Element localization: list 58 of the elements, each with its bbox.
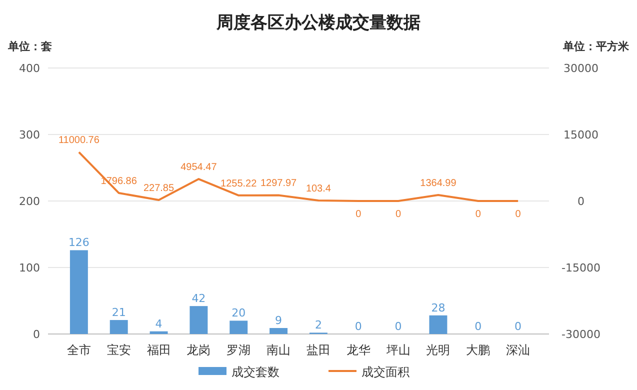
bar [110,320,128,334]
bar [150,331,168,334]
data-label: 1255.22 [220,178,258,190]
y2-tick-label: 0 [578,195,584,208]
data-label: 1364.99 [420,178,457,189]
data-label: 0 [354,320,362,333]
line-series [78,151,520,202]
x-tick-label: 罗湖 [226,343,251,357]
data-label: 227.85 [143,182,175,194]
data-label: 28 [431,301,446,314]
x-tick-label: 龙岗 [186,343,211,357]
x-tick-label: 深汕 [506,343,530,357]
bar [230,320,248,334]
y2-tick-label: 30000 [564,62,598,75]
x-tick-label: 大鹏 [466,343,490,357]
y-tick-label: 0 [33,328,40,341]
data-label: 1297.97 [260,178,298,190]
data-label: 11000.76 [58,135,100,146]
data-label: 42 [192,292,206,306]
bar [270,328,288,334]
y-tick-label: 100 [19,262,40,274]
data-label: 9 [275,314,282,328]
data-label: 0 [394,320,402,333]
bar [190,306,208,334]
data-label: 4 [155,317,162,330]
x-tick-label: 南山 [266,343,291,357]
data-label: 0 [475,209,482,220]
x-tick-label: 盐田 [306,343,330,357]
y-tick-label: 300 [19,128,40,142]
data-label: 0 [474,320,482,333]
data-label: 2 [314,318,322,332]
bar [429,315,448,334]
data-label: 20 [232,306,246,320]
data-label: 0 [356,209,362,220]
data-label: 0 [515,209,522,220]
x-tick-label: 光明 [426,343,450,357]
y-tick-label: 400 [19,62,40,75]
x-tick-label: 全市 [66,343,91,357]
y-tick-label: 200 [19,195,40,208]
x-tick-label: 龙华 [346,343,370,357]
legend-label: 成交套数 [232,365,280,379]
data-label: 0 [396,209,402,220]
data-label: 4954.47 [180,162,218,174]
x-tick-label: 坪山 [385,343,410,357]
chart-title: 周度各区办公楼成交量数据 [216,13,420,33]
y2-tick-label: -30000 [562,328,600,341]
data-label: 103.4 [306,184,332,195]
bar [70,250,88,334]
x-tick-label: 福田 [146,343,171,357]
data-label: 21 [112,306,126,320]
y-axis-title: 单位：套 [7,40,52,53]
x-tick-label: 宝安 [106,343,131,357]
y2-tick-label: 15000 [564,128,598,142]
y2-axis-title: 单位：平方米 [562,40,630,53]
legend-label: 成交面积 [362,365,410,379]
data-label: 126 [68,236,90,250]
y2-tick-label: -15000 [562,262,600,274]
data-label: 0 [514,320,522,333]
